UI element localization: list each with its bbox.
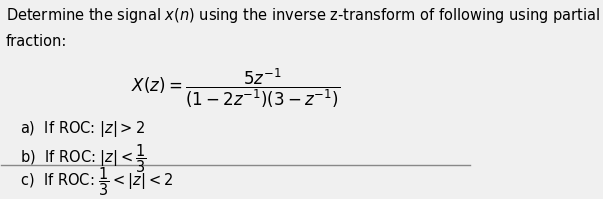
Text: Determine the signal $x(n)$ using the inverse z-transform of following using par: Determine the signal $x(n)$ using the in… xyxy=(6,6,601,25)
Text: $X(z) = \dfrac{5z^{-1}}{(1 - 2z^{-1})(3 - z^{-1})}$: $X(z) = \dfrac{5z^{-1}}{(1 - 2z^{-1})(3 … xyxy=(131,67,340,110)
Text: b)  If ROC: $|z|<\dfrac{1}{3}$: b) If ROC: $|z|<\dfrac{1}{3}$ xyxy=(20,142,147,175)
Text: fraction:: fraction: xyxy=(6,34,68,49)
Text: a)  If ROC: $|z|>2$: a) If ROC: $|z|>2$ xyxy=(20,119,145,139)
Text: c)  If ROC: $\dfrac{1}{3}<|z|<2$: c) If ROC: $\dfrac{1}{3}<|z|<2$ xyxy=(20,165,173,198)
